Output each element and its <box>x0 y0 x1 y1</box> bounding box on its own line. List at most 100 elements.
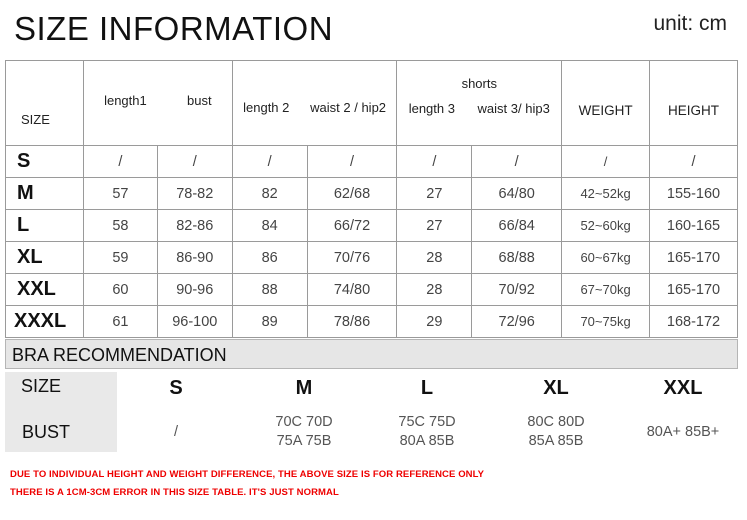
header-length3: length 3 <box>408 101 455 116</box>
length3-cell: 27 <box>396 209 473 242</box>
waist2-cell: 74/80 <box>306 273 398 306</box>
length2-cell: 84 <box>231 209 308 242</box>
weight-cell: / <box>561 145 651 178</box>
header-length1: length1 <box>104 92 147 108</box>
size-cell: XXL <box>5 273 84 306</box>
size-table-body: S / / / / / / / / M 57 78-82 82 62/68 27 64/80 42~52kg 15… <box>5 145 738 338</box>
length1-cell: 59 <box>82 241 158 274</box>
height-cell: 165-170 <box>649 241 738 274</box>
size-cell: XXXL <box>5 305 84 338</box>
note-reference: DUE TO INDIVIDUAL HEIGHT AND WEIGHT DIFF… <box>10 469 485 480</box>
height-cell: 160-165 <box>649 209 738 242</box>
waist2-cell: 66/72 <box>306 209 398 242</box>
table-row: S / / / / / / / / <box>5 145 738 178</box>
bra-bust-line1: / <box>173 424 179 440</box>
header-size-label: SIZE <box>21 112 50 127</box>
length1-cell: 60 <box>82 273 158 306</box>
header-bottoms-group: length 2 waist 2 / hip2 <box>231 60 398 146</box>
table-row: L 58 82-86 84 66/72 27 66/84 52~60kg 160-165 <box>5 209 738 242</box>
size-table-header-row: SIZE length1 bust length 2 waist 2 / hip… <box>5 60 738 146</box>
bra-bust-line1: 80A+ 85B+ <box>646 424 720 440</box>
header-shorts: shorts <box>461 76 497 91</box>
waist3-cell: / <box>471 145 563 178</box>
bust-cell: 96-100 <box>156 305 233 338</box>
page-title: SIZE INFORMATION <box>14 10 334 47</box>
header-waist2: waist 2 / hip2 <box>310 99 387 115</box>
waist3-cell: 72/96 <box>471 305 563 338</box>
size-cell: L <box>5 209 84 242</box>
bra-bust-line1: 80C 80D <box>527 414 585 430</box>
weight-cell: 52~60kg <box>561 209 651 242</box>
bust-cell: 86-90 <box>156 241 233 274</box>
bra-size-label: SIZE <box>21 376 62 396</box>
header-length2: length 2 <box>243 99 290 115</box>
waist3-cell: 68/88 <box>471 241 563 274</box>
header-waist3: waist 3/ hip3 <box>477 101 550 116</box>
height-cell: / <box>649 145 738 178</box>
table-row: M 57 78-82 82 62/68 27 64/80 42~52kg 155-160 <box>5 177 738 210</box>
bra-size-1: M <box>295 377 313 399</box>
bra-bust-line2: 85A 85B <box>528 433 584 449</box>
length3-cell: / <box>396 145 473 178</box>
bra-bust-label: BUST <box>22 422 71 442</box>
height-cell: 165-170 <box>649 273 738 306</box>
waist2-cell: / <box>306 145 398 178</box>
bra-section-header: BRA RECOMMENDATION <box>5 339 738 369</box>
bra-bust-value: 80A+ 85B+ <box>628 423 738 442</box>
length1-cell: / <box>82 145 158 178</box>
weight-cell: 60~67kg <box>561 241 651 274</box>
bra-size-2: L <box>420 377 434 399</box>
waist2-cell: 78/86 <box>306 305 398 338</box>
header-height: HEIGHT <box>649 60 738 146</box>
header-shorts-group: shorts length 3 waist 3/ hip3 <box>396 60 563 146</box>
length2-cell: 86 <box>231 241 308 274</box>
length1-cell: 61 <box>82 305 158 338</box>
header-size: SIZE <box>5 60 84 146</box>
size-cell: S <box>5 145 84 178</box>
bra-size-4: XXL <box>663 377 703 399</box>
bra-bust-value: 75C 75D 80A 85B <box>372 413 482 451</box>
size-table: SIZE length1 bust length 2 waist 2 / hip… <box>5 60 738 338</box>
weight-cell: 70~75kg <box>561 305 651 338</box>
bust-cell: 82-86 <box>156 209 233 242</box>
header-top-group: length1 bust <box>82 60 233 146</box>
bra-bust-line1: 75C 75D <box>398 414 456 430</box>
size-cell: M <box>5 177 84 210</box>
bra-bust-value: 70C 70D 75A 75B <box>249 413 359 451</box>
bust-cell: 90-96 <box>156 273 233 306</box>
length3-cell: 28 <box>396 241 473 274</box>
bra-bust-line1: 70C 70D <box>275 414 333 430</box>
bra-label-column: SIZE BUST <box>5 372 117 452</box>
waist2-cell: 62/68 <box>306 177 398 210</box>
bust-cell: / <box>156 145 233 178</box>
unit-label: unit: cm <box>653 12 727 35</box>
table-row: XXXL 61 96-100 89 78/86 29 72/96 70~75kg 168-172 <box>5 305 738 338</box>
header-weight: WEIGHT <box>561 60 651 146</box>
bra-section-title: BRA RECOMMENDATION <box>12 345 227 365</box>
table-row: XL 59 86-90 86 70/76 28 68/88 60~67kg 165-170 <box>5 241 738 274</box>
waist3-cell: 64/80 <box>471 177 563 210</box>
waist2-cell: 70/76 <box>306 241 398 274</box>
length2-cell: 82 <box>231 177 308 210</box>
length1-cell: 57 <box>82 177 158 210</box>
bra-size-3: XL <box>543 377 569 399</box>
header-bust: bust <box>187 92 212 108</box>
bra-bust-line2: 75A 75B <box>276 433 332 449</box>
size-cell: XL <box>5 241 84 274</box>
length2-cell: / <box>231 145 308 178</box>
waist3-cell: 66/84 <box>471 209 563 242</box>
length2-cell: 89 <box>231 305 308 338</box>
weight-cell: 67~70kg <box>561 273 651 306</box>
height-cell: 155-160 <box>649 177 738 210</box>
note-error: THERE IS A 1CM-3CM ERROR IN THIS SIZE TA… <box>10 487 339 498</box>
bra-bust-value: / <box>121 423 231 442</box>
bust-cell: 78-82 <box>156 177 233 210</box>
height-cell: 168-172 <box>649 305 738 338</box>
bra-bust-line2: 80A 85B <box>399 433 455 449</box>
length3-cell: 28 <box>396 273 473 306</box>
waist3-cell: 70/92 <box>471 273 563 306</box>
table-row: XXL 60 90-96 88 74/80 28 70/92 67~70kg 165-170 <box>5 273 738 306</box>
length3-cell: 29 <box>396 305 473 338</box>
length2-cell: 88 <box>231 273 308 306</box>
bra-size-0: S <box>169 377 183 399</box>
